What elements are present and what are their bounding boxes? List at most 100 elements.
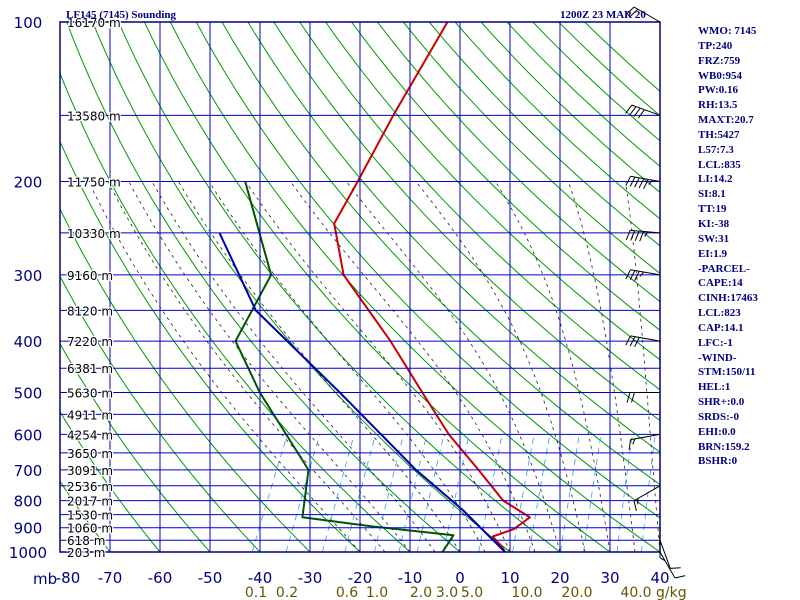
moist-adiabat — [128, 181, 411, 552]
mixing-ratio-line — [512, 434, 535, 552]
temperature-tick-label: -50 — [198, 569, 223, 587]
wind-barb — [625, 104, 661, 119]
moist-adiabat — [495, 181, 611, 552]
index-value: CINH:17463 — [698, 292, 758, 305]
index-value: LFC:-1 — [698, 336, 733, 349]
height-label: 7220 m — [67, 335, 113, 349]
wind-barb-flag — [626, 392, 631, 403]
height-label: 4254 m — [67, 428, 113, 442]
dry-adiabat — [169, 22, 660, 552]
wind-barb-flag — [625, 104, 633, 114]
wind-barb — [659, 540, 681, 569]
dry-adiabat — [60, 342, 211, 552]
temperature-tick-label: -60 — [148, 569, 173, 587]
temperature-tick-label: -70 — [98, 569, 123, 587]
index-value: TH:5427 — [698, 128, 740, 141]
temperature-tick-label: -10 — [398, 569, 423, 587]
wind-barb — [626, 6, 661, 23]
index-value: HEL:1 — [698, 381, 731, 394]
pressure-tick-label: 400 — [14, 333, 43, 351]
wind-barb — [625, 175, 661, 190]
plot-area — [60, 22, 660, 552]
temperature-tick-label: -80 — [56, 569, 81, 587]
mixing-ratio-line — [641, 434, 656, 552]
height-label: 4911 m — [67, 408, 113, 422]
index-value: RH:13.5 — [698, 99, 738, 112]
wind-barb-flag — [626, 6, 635, 15]
index-value: CAPE:14 — [698, 277, 743, 290]
wind-barb-flag — [644, 231, 649, 237]
mixing-ratio-label: 2.0 — [410, 585, 432, 600]
wind-barb-shaft — [633, 485, 661, 502]
wind-barb-flag — [633, 107, 641, 117]
dry-adiabat — [273, 22, 660, 422]
dry-adiabat — [60, 140, 361, 552]
mixing-ratio-label: 10.0 — [511, 585, 542, 600]
wind-barb-flag — [629, 106, 637, 116]
mixing-ratio-label: 0.6 — [336, 585, 358, 600]
wind-barb-flag — [639, 231, 645, 242]
temperature-tick-label: 40 — [650, 569, 669, 587]
mixing-ratio-line — [583, 434, 602, 552]
mixing-ratio-unit: g/kg — [656, 585, 687, 600]
wind-barb-flag — [628, 439, 631, 451]
index-value: STM:150/11 — [698, 366, 756, 379]
wind-barb — [626, 391, 661, 403]
dry-adiabat — [92, 22, 511, 552]
mixing-ratio-line — [251, 434, 288, 552]
mixing-ratio-line — [616, 434, 633, 552]
index-value: TP:240 — [698, 39, 733, 52]
wind-barb-flag — [629, 336, 636, 347]
mixing-ratio-label: 5.0 — [461, 585, 483, 600]
pressure-tick-label: 100 — [14, 14, 43, 32]
index-value: SI:8.1 — [698, 188, 726, 201]
wind-barb-shaft — [659, 540, 671, 569]
index-value: EHI:0.0 — [698, 425, 736, 438]
wind-barb — [659, 551, 686, 579]
wind-barb-flag — [629, 8, 639, 17]
wind-barb-shaft — [630, 175, 661, 183]
wind-barb-flag — [639, 271, 645, 277]
wind-barb-flag — [659, 557, 666, 562]
pressure-tick-label: 600 — [14, 426, 43, 444]
index-value: -WIND- — [698, 351, 737, 364]
pressure-tick-label: 900 — [14, 520, 43, 538]
temperature-tick-label: 30 — [600, 569, 619, 587]
temperature-tick-label: -40 — [248, 569, 273, 587]
dry-adiabat — [506, 22, 660, 167]
dry-adiabat — [143, 22, 611, 552]
dry-adiabat — [454, 22, 660, 220]
dry-adiabat — [60, 72, 411, 552]
index-value: FRZ:759 — [698, 54, 741, 67]
index-value: WMO: 7145 — [698, 25, 757, 37]
mixing-ratio-line — [344, 434, 376, 552]
pressure-tick-label: 700 — [14, 462, 43, 480]
wind-barb-shaft — [633, 6, 661, 23]
wind-barb-flag — [633, 500, 637, 512]
height-label: 6381 m — [67, 362, 113, 376]
height-label: 10330 m — [67, 227, 121, 241]
mixing-ratio-label: 40.0 — [620, 585, 651, 600]
mixing-ratio-label: 3.0 — [436, 585, 458, 600]
wind-barb-flag — [634, 230, 640, 241]
wind-barb-flag — [625, 176, 631, 186]
mixing-ratio-label: 1.0 — [366, 585, 388, 600]
wind-barb — [625, 335, 661, 348]
mixing-ratio-line — [374, 434, 404, 552]
mixing-ratio-line — [416, 434, 445, 552]
height-label: 203 m — [67, 546, 105, 560]
wind-barb-flag — [625, 230, 631, 241]
mixing-ratio-label: 0.2 — [276, 585, 298, 600]
moist-adiabat — [346, 181, 561, 552]
pressure-tick-label: 300 — [14, 267, 43, 285]
index-value: KI:-38 — [698, 217, 730, 230]
wind-barb-flag — [630, 230, 636, 241]
wind-barb-shaft — [631, 104, 661, 116]
mixing-ratio-line — [443, 434, 470, 552]
wind-barb-flag — [625, 269, 631, 280]
height-label: 16170 m — [67, 16, 121, 30]
temperature-tick-label: -20 — [348, 569, 373, 587]
mixing-ratio-line — [322, 434, 355, 552]
temperature-tick-label: 10 — [500, 569, 519, 587]
index-value: SHR+:0.0 — [698, 396, 745, 409]
